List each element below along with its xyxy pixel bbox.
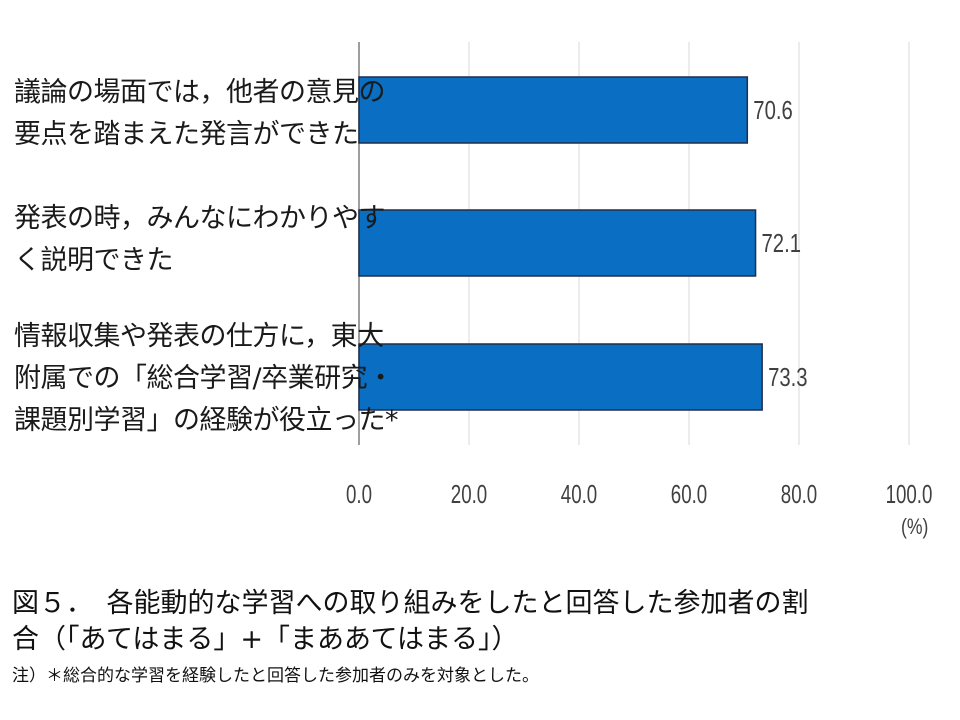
caption-line-1: 図５． 各能動的な学習への取り組みをしたと回答した参加者の割: [12, 588, 809, 619]
data-label: 72.1: [762, 229, 801, 258]
x-tick-label: 0.0: [346, 479, 372, 509]
category-label-line: 議論の場面では，他者の意見の: [14, 77, 386, 108]
x-tick-label: 60.0: [671, 479, 707, 509]
bar: [358, 209, 757, 277]
category-label-line: 発表の時，みんなにわかりやす: [14, 203, 386, 234]
data-label: 70.6: [753, 96, 792, 125]
x-axis-unit: (%): [901, 514, 929, 539]
caption-note: 注）＊総合的な学習を経験したと回答した参加者のみを対象とした。: [12, 666, 539, 686]
bar: [358, 343, 763, 411]
x-tick-label: 80.0: [781, 479, 817, 509]
category-label-line: 要点を踏まえた発言ができた: [14, 119, 359, 150]
chart-plot: 70.6 72.1 73.3 0.0 20.0 40.0 60.0 80.0 100.0: [346, 42, 933, 509]
bar: [358, 76, 749, 144]
caption-line-2: 合（「あてはまる」+「まああてはまる」）: [12, 624, 519, 655]
x-tick-label: 20.0: [451, 479, 487, 509]
figure-caption: 図５． 各能動的な学習への取り組みをしたと回答した参加者の割 合（「あてはまる」…: [12, 586, 948, 658]
category-label-line: 附属での「総合学習/卒業研究・: [14, 363, 394, 394]
category-label-line: く説明できた: [14, 245, 174, 276]
category-label-line: 課題別学習」の経験が役立った*: [14, 405, 399, 436]
data-label: 73.3: [768, 363, 807, 392]
category-label: 議論の場面では，他者の意見の 要点を踏まえた発言ができた: [14, 72, 386, 156]
x-tick-label: 100.0: [886, 479, 933, 509]
x-tick-label: 40.0: [561, 479, 597, 509]
bar-chart: 70.6 72.1 73.3 0.0 20.0 40.0 60.0 80.0 100.0 議論の…: [14, 42, 933, 539]
category-label: 発表の時，みんなにわかりやす く説明できた: [14, 198, 386, 282]
category-label-line: 情報収集や発表の仕方に，東大: [14, 321, 384, 352]
category-label: 情報収集や発表の仕方に，東大 附属での「総合学習/卒業研究・ 課題別学習」の経験が役…: [14, 316, 399, 442]
